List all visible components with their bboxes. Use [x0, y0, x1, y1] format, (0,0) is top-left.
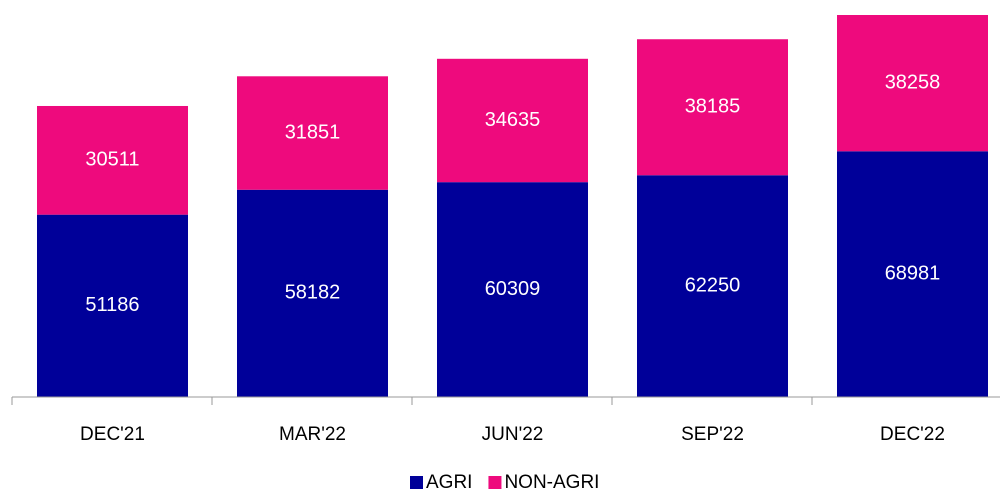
bar-segment	[437, 58, 588, 183]
data-label: 38185	[685, 96, 741, 118]
data-label: 38258	[885, 71, 941, 93]
bar-segment	[637, 39, 788, 176]
data-label: 68981	[885, 262, 941, 284]
legend-swatch	[488, 476, 502, 489]
bar-segment	[237, 76, 388, 190]
data-label: 34635	[485, 109, 541, 131]
x-tick-label: MAR'22	[279, 424, 346, 445]
x-tick-label: DEC'22	[880, 424, 945, 445]
x-tick-label: JUN'22	[482, 424, 544, 445]
bar-segment	[37, 105, 188, 215]
bar-segment	[837, 151, 988, 397]
x-tick-label: DEC'21	[80, 424, 145, 445]
bar-segment	[37, 214, 188, 397]
legend-label: NON-AGRI	[504, 472, 599, 492]
bar-segment	[237, 189, 388, 397]
data-label: 62250	[685, 274, 741, 296]
legend-label: AGRI	[426, 472, 472, 492]
x-tick-label: SEP'22	[681, 424, 744, 445]
data-label: 51186	[85, 294, 139, 316]
bar-segment	[637, 175, 788, 397]
data-label: 30511	[85, 149, 139, 171]
data-label: 58182	[285, 282, 341, 304]
data-label: 60309	[485, 278, 541, 300]
bar-segment	[837, 15, 988, 152]
legend-swatch	[410, 476, 423, 489]
bar-segment	[437, 182, 588, 397]
data-label: 31851	[285, 121, 341, 143]
